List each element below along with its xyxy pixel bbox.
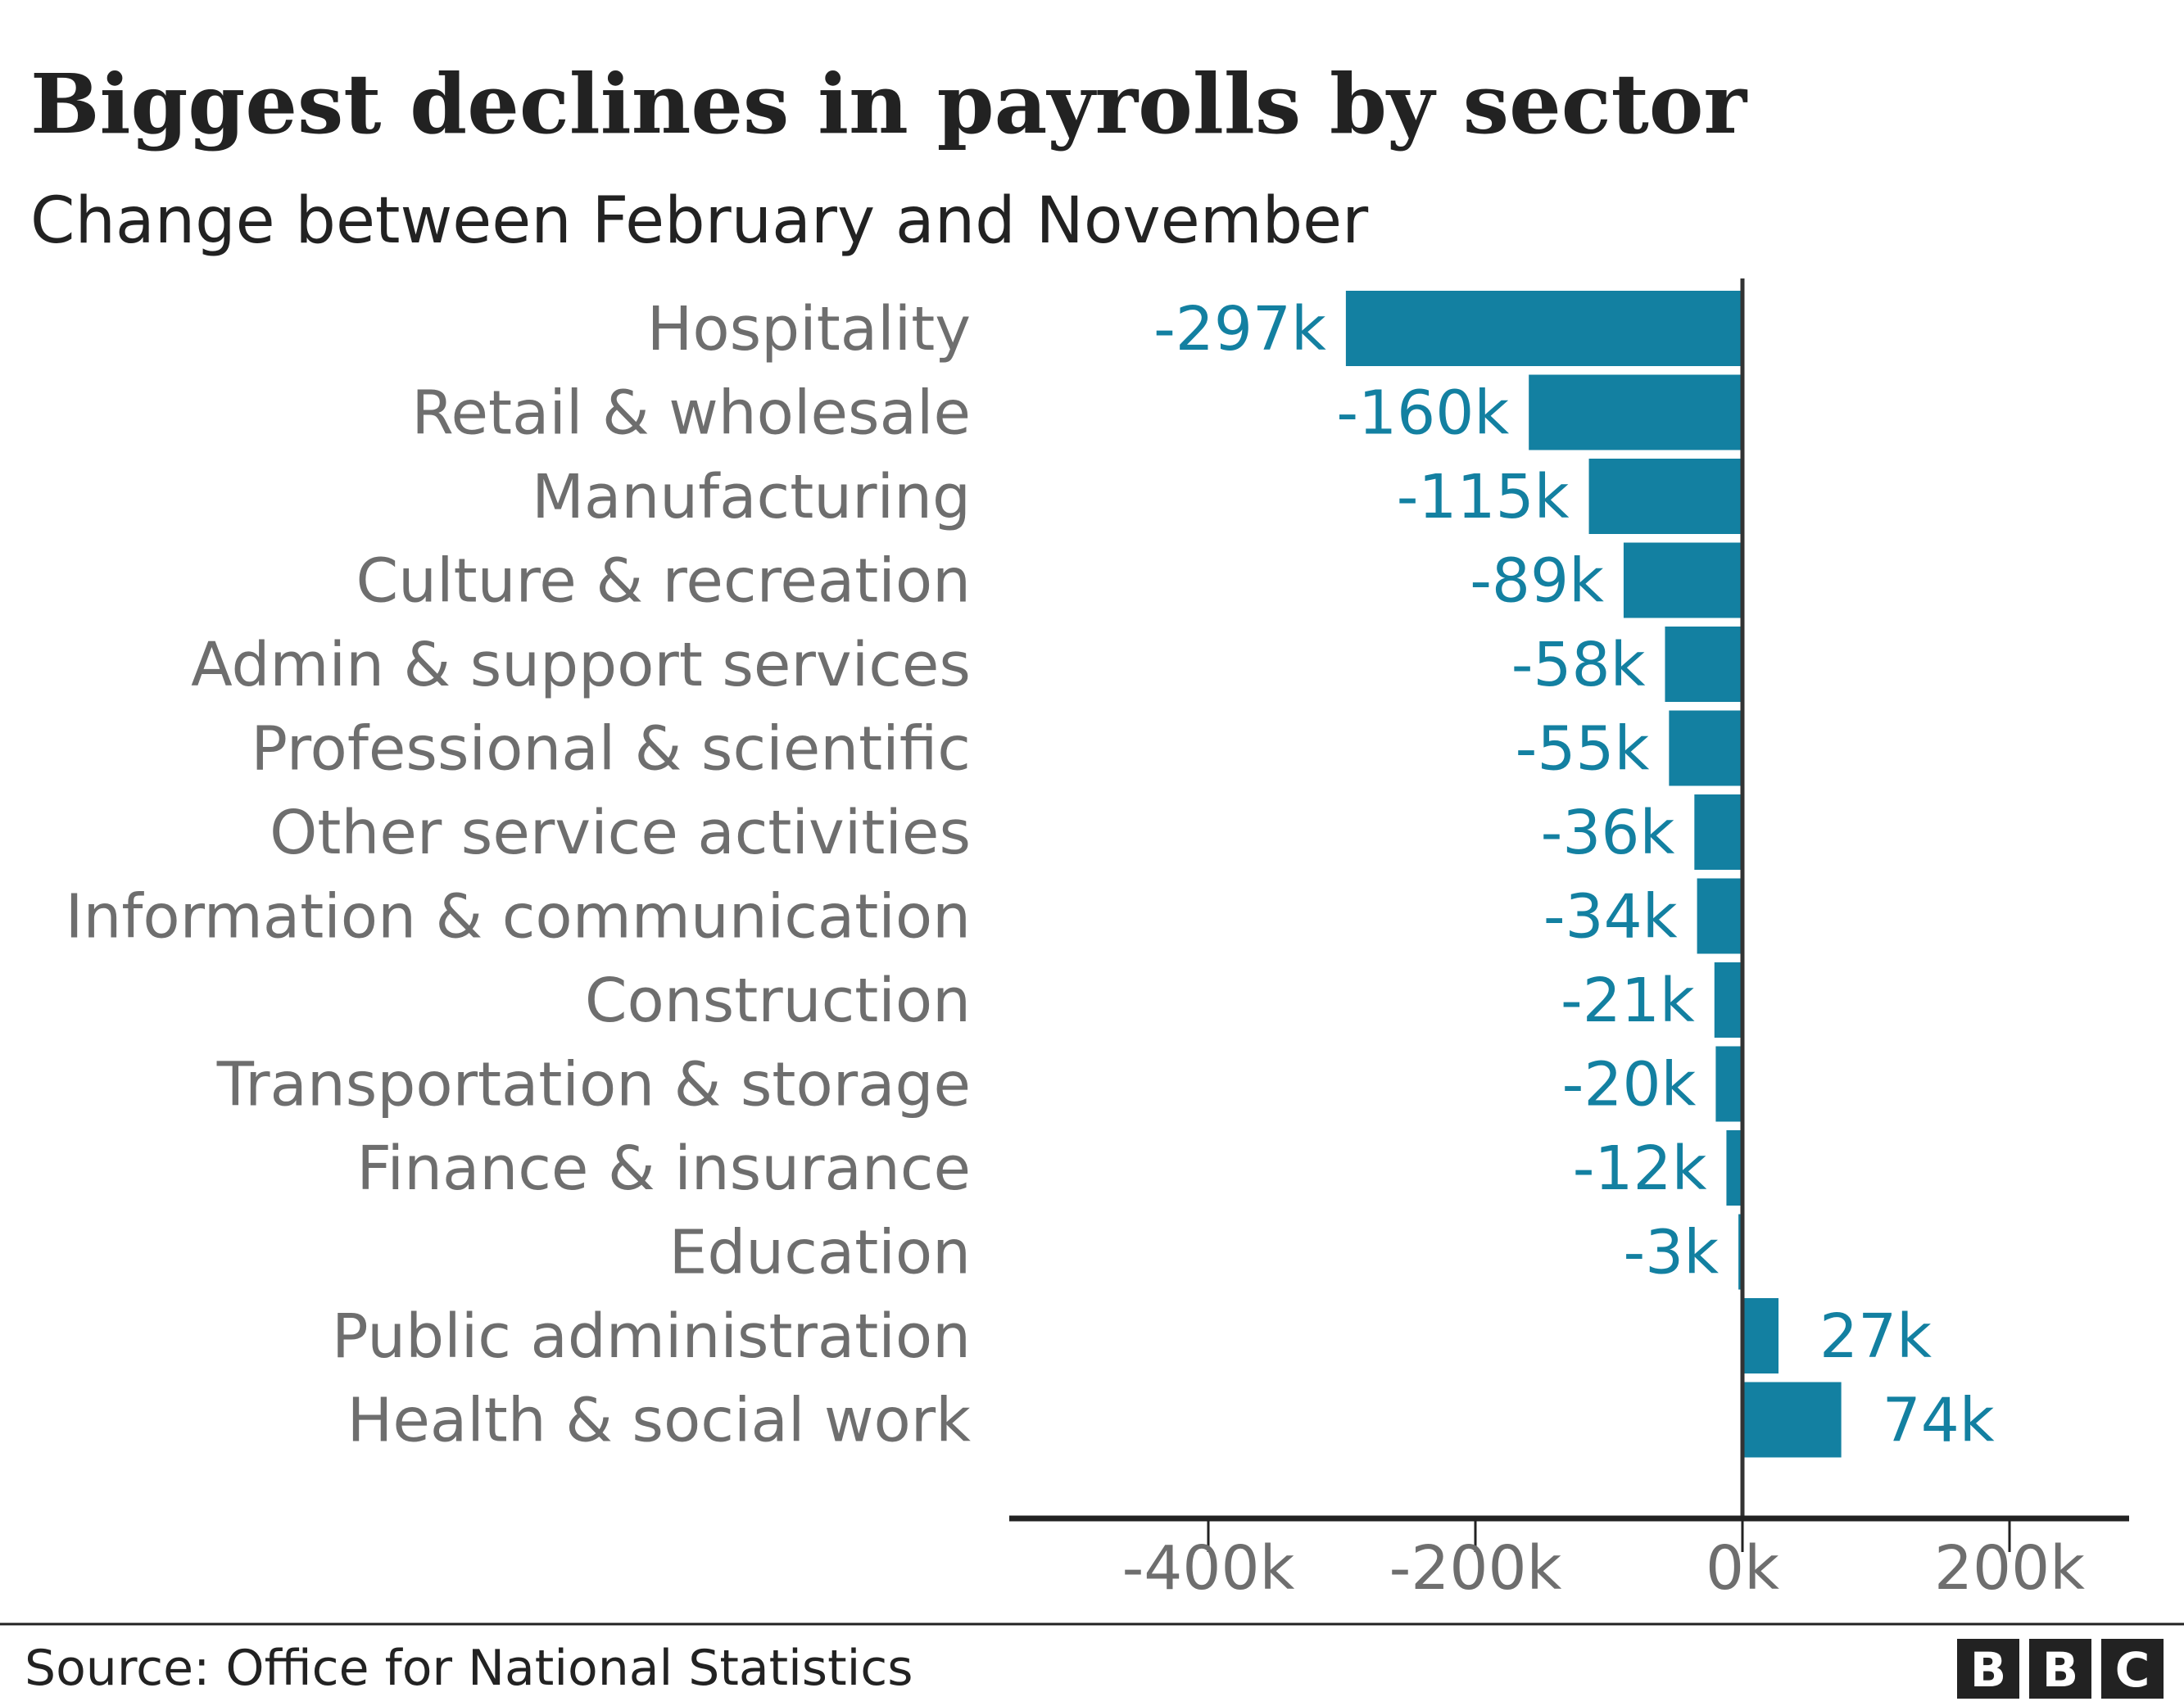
bar: [1726, 1130, 1742, 1206]
tick-label: 200k: [1934, 1533, 2085, 1604]
bar: [1588, 459, 1742, 534]
tick-label: -400k: [1122, 1533, 1295, 1604]
bar: [1665, 627, 1742, 702]
bar: [1694, 794, 1742, 870]
value-label: -3k: [1623, 1218, 1719, 1288]
bar: [1529, 374, 1742, 450]
bar: [1714, 962, 1742, 1038]
tick-label: 0k: [1706, 1533, 1779, 1604]
bars: Hospitality -297k Retail & wholesale -160k M…: [66, 291, 1995, 1458]
category-label: Other service activities: [270, 798, 971, 868]
value-label: -20k: [1562, 1050, 1697, 1120]
category-label: Information & communication: [66, 882, 971, 953]
category-label: Health & social work: [347, 1386, 971, 1456]
logo-letter: B: [2042, 1642, 2078, 1698]
bar: [1742, 1382, 1842, 1458]
value-label: -89k: [1470, 546, 1604, 617]
value-label: 27k: [1819, 1301, 1932, 1372]
logo-letter: C: [2115, 1642, 2150, 1698]
value-label: -58k: [1511, 630, 1646, 700]
x-axis: -400k -200k 0k 200k: [1009, 278, 2129, 1604]
category-label: Retail & wholesale: [411, 378, 971, 449]
category-label: Public administration: [332, 1301, 971, 1372]
bar: [1345, 291, 1742, 366]
category-label: Admin & support services: [191, 630, 971, 700]
bar: [1715, 1046, 1742, 1122]
category-label: Construction: [585, 966, 971, 1036]
logo-block: [1957, 1639, 2019, 1699]
logo-block: [2029, 1639, 2091, 1699]
value-label: -12k: [1573, 1134, 1707, 1204]
value-label: -34k: [1543, 882, 1678, 953]
category-label: Manufacturing: [532, 462, 971, 532]
chart-title: Biggest declines in payrolls by sector: [30, 56, 1747, 152]
value-label: -160k: [1336, 378, 1509, 449]
category-label: Transportation & storage: [216, 1050, 971, 1120]
bar: [1742, 1298, 1779, 1373]
category-label: Finance & insurance: [356, 1134, 971, 1204]
value-label: 74k: [1883, 1386, 1995, 1456]
value-label: -55k: [1516, 714, 1650, 785]
bar: [1623, 542, 1742, 618]
category-label: Hospitality: [647, 294, 971, 364]
logo-block: [2101, 1639, 2164, 1699]
tick-label: -200k: [1389, 1533, 1562, 1604]
value-label: -36k: [1541, 798, 1675, 868]
category-label: Culture & recreation: [356, 546, 971, 617]
category-label: Professional & scientific: [251, 714, 971, 785]
bar: [1697, 878, 1742, 954]
value-label: -115k: [1397, 462, 1570, 532]
logo-letter: B: [1970, 1642, 2006, 1698]
category-label: Education: [669, 1218, 971, 1288]
chart-subtitle: Change between February and November: [30, 184, 1369, 258]
value-label: -21k: [1561, 966, 1695, 1036]
bar: [1669, 710, 1742, 786]
value-label: -297k: [1153, 294, 1326, 364]
source-text: Source: Office for National Statistics: [25, 1640, 913, 1697]
